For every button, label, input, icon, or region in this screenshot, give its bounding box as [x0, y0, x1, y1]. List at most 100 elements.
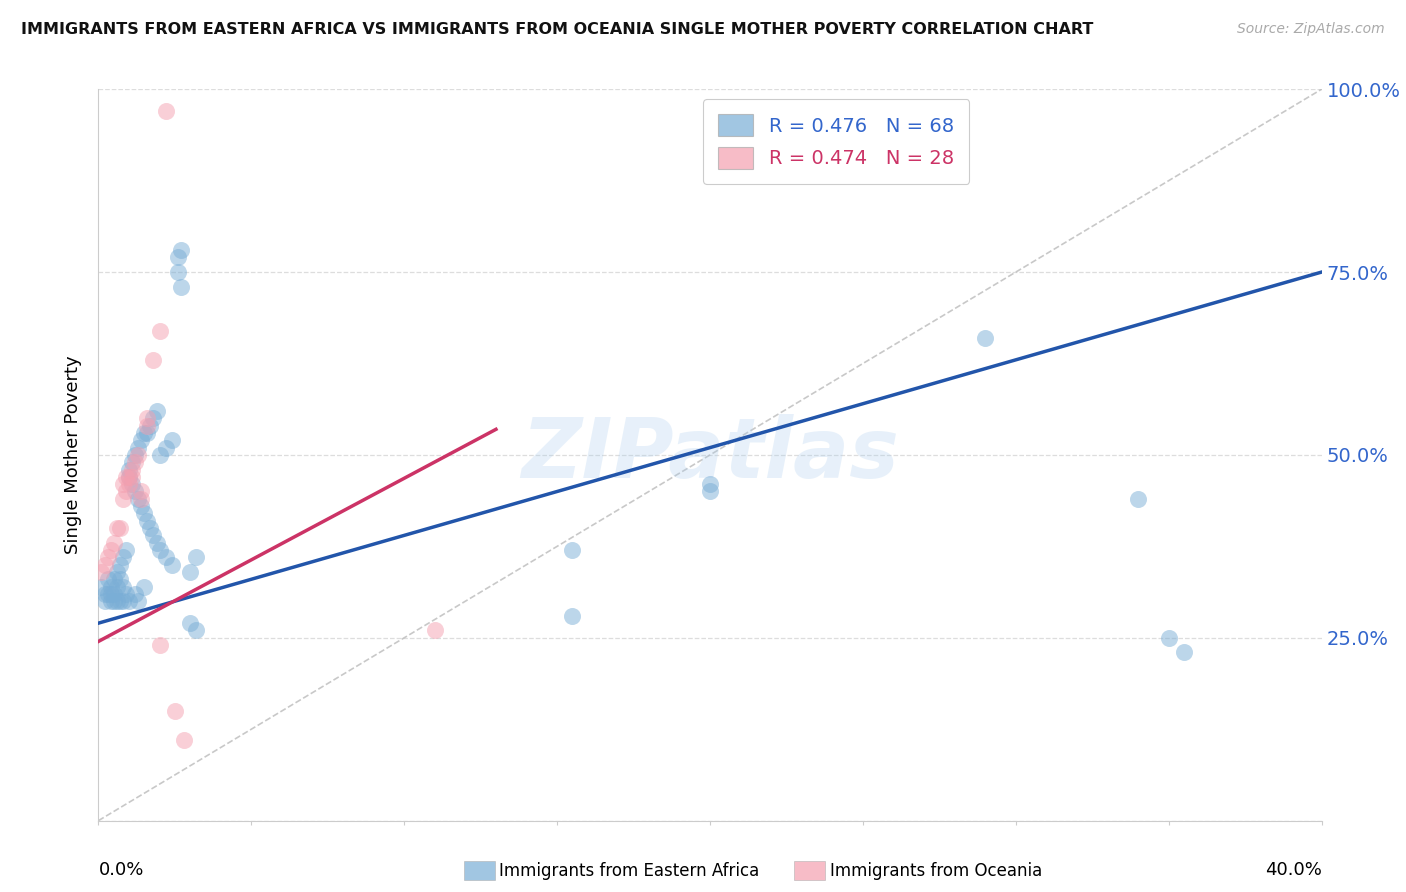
Point [93, 558, 115, 572]
Point [111, 550, 134, 565]
Point [136, 425, 159, 440]
Point [127, 491, 149, 506]
Point [127, 448, 149, 462]
Point [93, 587, 115, 601]
Point [108, 594, 131, 608]
Point [100, 580, 122, 594]
Text: ZIPatlas: ZIPatlas [522, 415, 898, 495]
Point [134, 507, 156, 521]
Point [136, 514, 159, 528]
Point [155, 441, 177, 455]
Point [186, 550, 208, 565]
Point [105, 580, 128, 594]
Point [93, 594, 115, 608]
Point [121, 462, 143, 476]
Point [111, 477, 134, 491]
Point [173, 733, 195, 747]
Point [142, 352, 165, 367]
Y-axis label: Single Mother Poverty: Single Mother Poverty [65, 356, 83, 554]
Point [100, 587, 122, 601]
Point [142, 528, 165, 542]
Point [145, 535, 167, 549]
Point [100, 594, 122, 608]
Point [149, 638, 172, 652]
Text: 40.0%: 40.0% [1265, 861, 1322, 879]
Point [108, 521, 131, 535]
Point [97, 572, 120, 586]
Point [186, 624, 208, 638]
Point [115, 543, 138, 558]
Point [142, 411, 165, 425]
Point [561, 543, 583, 558]
Point [134, 425, 156, 440]
Point [170, 243, 193, 257]
Point [118, 594, 141, 608]
Point [1128, 491, 1150, 506]
Legend: R = 0.476   N = 68, R = 0.474   N = 28: R = 0.476 N = 68, R = 0.474 N = 28 [703, 99, 969, 184]
Point [111, 594, 134, 608]
Point [699, 484, 721, 499]
Point [90, 565, 112, 579]
Point [108, 558, 131, 572]
Point [423, 624, 446, 638]
Point [97, 550, 120, 565]
Point [118, 477, 141, 491]
Point [145, 404, 167, 418]
Text: Immigrants from Oceania: Immigrants from Oceania [830, 862, 1042, 880]
Point [129, 434, 152, 448]
Point [105, 594, 128, 608]
Point [127, 594, 149, 608]
Point [129, 491, 152, 506]
Point [121, 470, 143, 484]
Point [974, 331, 997, 345]
Point [100, 543, 122, 558]
Text: Immigrants from Eastern Africa: Immigrants from Eastern Africa [499, 862, 759, 880]
Point [103, 587, 125, 601]
Point [118, 470, 141, 484]
Point [149, 543, 172, 558]
Point [155, 550, 177, 565]
Point [90, 580, 112, 594]
Point [111, 491, 134, 506]
Point [127, 441, 149, 455]
Point [561, 608, 583, 623]
Point [134, 580, 156, 594]
Point [167, 265, 190, 279]
Point [167, 251, 190, 265]
Point [97, 587, 120, 601]
Point [115, 484, 138, 499]
Point [124, 455, 146, 469]
Point [121, 455, 143, 469]
Point [1173, 645, 1195, 659]
Point [160, 434, 183, 448]
Point [129, 499, 152, 513]
Point [129, 484, 152, 499]
Point [124, 448, 146, 462]
Point [149, 448, 172, 462]
Point [103, 572, 125, 586]
Point [108, 572, 131, 586]
Text: Source: ZipAtlas.com: Source: ZipAtlas.com [1237, 22, 1385, 37]
Point [105, 521, 128, 535]
Point [115, 587, 138, 601]
Point [115, 470, 138, 484]
Text: 0.0%: 0.0% [98, 861, 143, 879]
Point [170, 279, 193, 293]
Point [103, 594, 125, 608]
Text: IMMIGRANTS FROM EASTERN AFRICA VS IMMIGRANTS FROM OCEANIA SINGLE MOTHER POVERTY : IMMIGRANTS FROM EASTERN AFRICA VS IMMIGR… [21, 22, 1094, 37]
Point [163, 704, 186, 718]
Point [699, 477, 721, 491]
Point [105, 565, 128, 579]
Point [124, 484, 146, 499]
Point [149, 324, 172, 338]
Point [155, 104, 177, 119]
Point [160, 558, 183, 572]
Point [136, 411, 159, 425]
Point [136, 418, 159, 433]
Point [103, 535, 125, 549]
Point [179, 565, 201, 579]
Point [121, 477, 143, 491]
Point [1157, 631, 1180, 645]
Point [118, 470, 141, 484]
Point [139, 418, 162, 433]
